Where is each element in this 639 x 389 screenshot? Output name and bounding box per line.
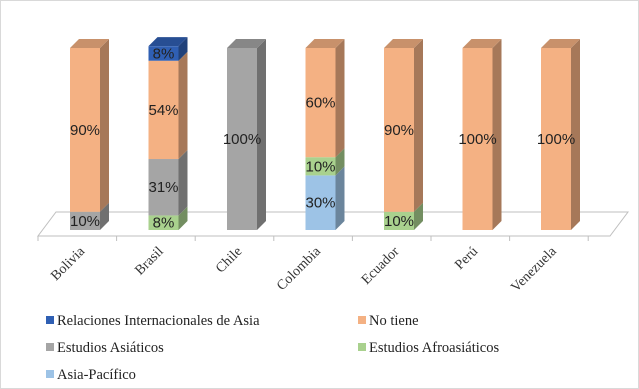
legend-entry-relaciones-internacionales-de-asia: Relaciones Internacionales de Asia <box>46 313 260 329</box>
bar-stack-chile <box>227 39 266 230</box>
data-label: 10% <box>70 213 100 230</box>
bar-brasil-relaciones-internacionales-de-asia-side <box>178 37 188 61</box>
legend-swatch <box>358 343 366 351</box>
legend-swatch <box>46 343 54 351</box>
bar-ecuador-no-tiene-top <box>384 39 423 48</box>
legend-label: Asia-Pacífico <box>57 367 136 383</box>
bar-venezuela-no-tiene-top <box>541 39 580 48</box>
legend-label: Estudios Asiáticos <box>57 340 164 356</box>
legend-entry-estudios-afroasiaticos: Estudios Afroasiáticos <box>358 340 499 356</box>
bar-brasil-estudios-afroasiaticos <box>148 215 179 230</box>
bar-stack-peru <box>462 39 502 230</box>
bar-ecuador-estudios-afroasiaticos-side <box>414 202 423 230</box>
legend-swatch <box>358 316 366 324</box>
bar-peru-no-tiene-side <box>492 39 502 230</box>
bar-brasil-no-tiene-side <box>178 51 188 160</box>
bar-venezuela-no-tiene-side <box>571 39 580 230</box>
bar-stack-ecuador <box>384 39 423 230</box>
data-label: 10% <box>305 158 335 175</box>
bar-stack-brasil <box>148 37 188 230</box>
bar-stack-bolivia <box>70 39 109 230</box>
bar-brasil-estudios-asiaticos <box>148 159 179 216</box>
category-label-colombia: Colombia <box>274 244 324 294</box>
category-label-bolivia: Bolivia <box>48 244 88 284</box>
legend-entry-asia-pacifico: Asia-Pacífico <box>46 367 136 383</box>
legend-label: Estudios Afroasiáticos <box>369 340 499 356</box>
category-label-ecuador: Ecuador <box>359 244 403 288</box>
bar-bolivia-estudios-asiaticos-side <box>100 202 109 230</box>
bar-ecuador-no-tiene <box>384 48 414 212</box>
bar-peru-no-tiene-top <box>462 39 502 48</box>
bar-stack-venezuela <box>541 39 580 230</box>
bar-peru-no-tiene <box>462 48 493 230</box>
bar-colombia-estudios-afroasiaticos <box>305 157 336 176</box>
legend-swatch <box>46 316 54 324</box>
data-label: 100% <box>537 131 575 148</box>
data-label: 100% <box>223 131 261 148</box>
bar-colombia-asia-pacifico-side <box>335 166 345 230</box>
bar-bolivia-no-tiene-top <box>70 39 109 48</box>
bar-brasil-estudios-asiaticos-side <box>178 150 188 216</box>
legend-label: Relaciones Internacionales de Asia <box>57 313 260 329</box>
bar-colombia-no-tiene <box>305 48 336 158</box>
legend-label: No tiene <box>369 313 419 329</box>
bar-venezuela-no-tiene <box>541 48 571 230</box>
data-label: 100% <box>458 131 496 148</box>
category-label-peru: Perú <box>452 244 481 273</box>
data-label: 30% <box>305 195 335 212</box>
data-label: 31% <box>148 179 178 196</box>
data-label: 8% <box>153 45 175 62</box>
bar-chile-estudios-asiaticos-side <box>257 39 266 230</box>
data-label: 90% <box>70 122 100 139</box>
legend-entry-no-tiene: No tiene <box>358 313 419 329</box>
bar-brasil-estudios-afroasiaticos-side <box>178 206 188 230</box>
bar-brasil-relaciones-internacionales-de-asia <box>148 46 179 61</box>
bar-colombia-estudios-afroasiaticos-side <box>335 148 345 176</box>
bar-chile-estudios-asiaticos <box>227 48 257 230</box>
bar-brasil-relaciones-internacionales-de-asia-top <box>148 37 188 47</box>
bar-colombia-asia-pacifico <box>305 175 336 230</box>
bar-chile-estudios-asiaticos-top <box>227 39 266 48</box>
category-label-chile: Chile <box>213 244 245 276</box>
bar-ecuador-estudios-afroasiaticos <box>384 211 414 230</box>
bar-bolivia-no-tiene <box>70 48 100 212</box>
category-label-venezuela: Venezuela <box>508 244 560 296</box>
bar-colombia-no-tiene-side <box>335 39 345 158</box>
bar-stack-colombia <box>305 39 345 230</box>
bar-bolivia-estudios-asiaticos <box>70 211 100 230</box>
category-label-brasil: Brasil <box>132 244 166 278</box>
data-label: 90% <box>384 122 414 139</box>
bar-bolivia-no-tiene-side <box>100 39 109 212</box>
legend-swatch <box>46 370 54 378</box>
bar-ecuador-no-tiene-side <box>414 39 423 212</box>
data-label: 54% <box>148 102 178 119</box>
data-label: 60% <box>305 95 335 112</box>
data-label: 10% <box>384 213 414 230</box>
bar-brasil-no-tiene <box>148 60 179 160</box>
bar-colombia-no-tiene-top <box>305 39 345 48</box>
legend-entry-estudios-asiaticos: Estudios Asiáticos <box>46 340 164 356</box>
data-label: 8% <box>153 215 175 232</box>
